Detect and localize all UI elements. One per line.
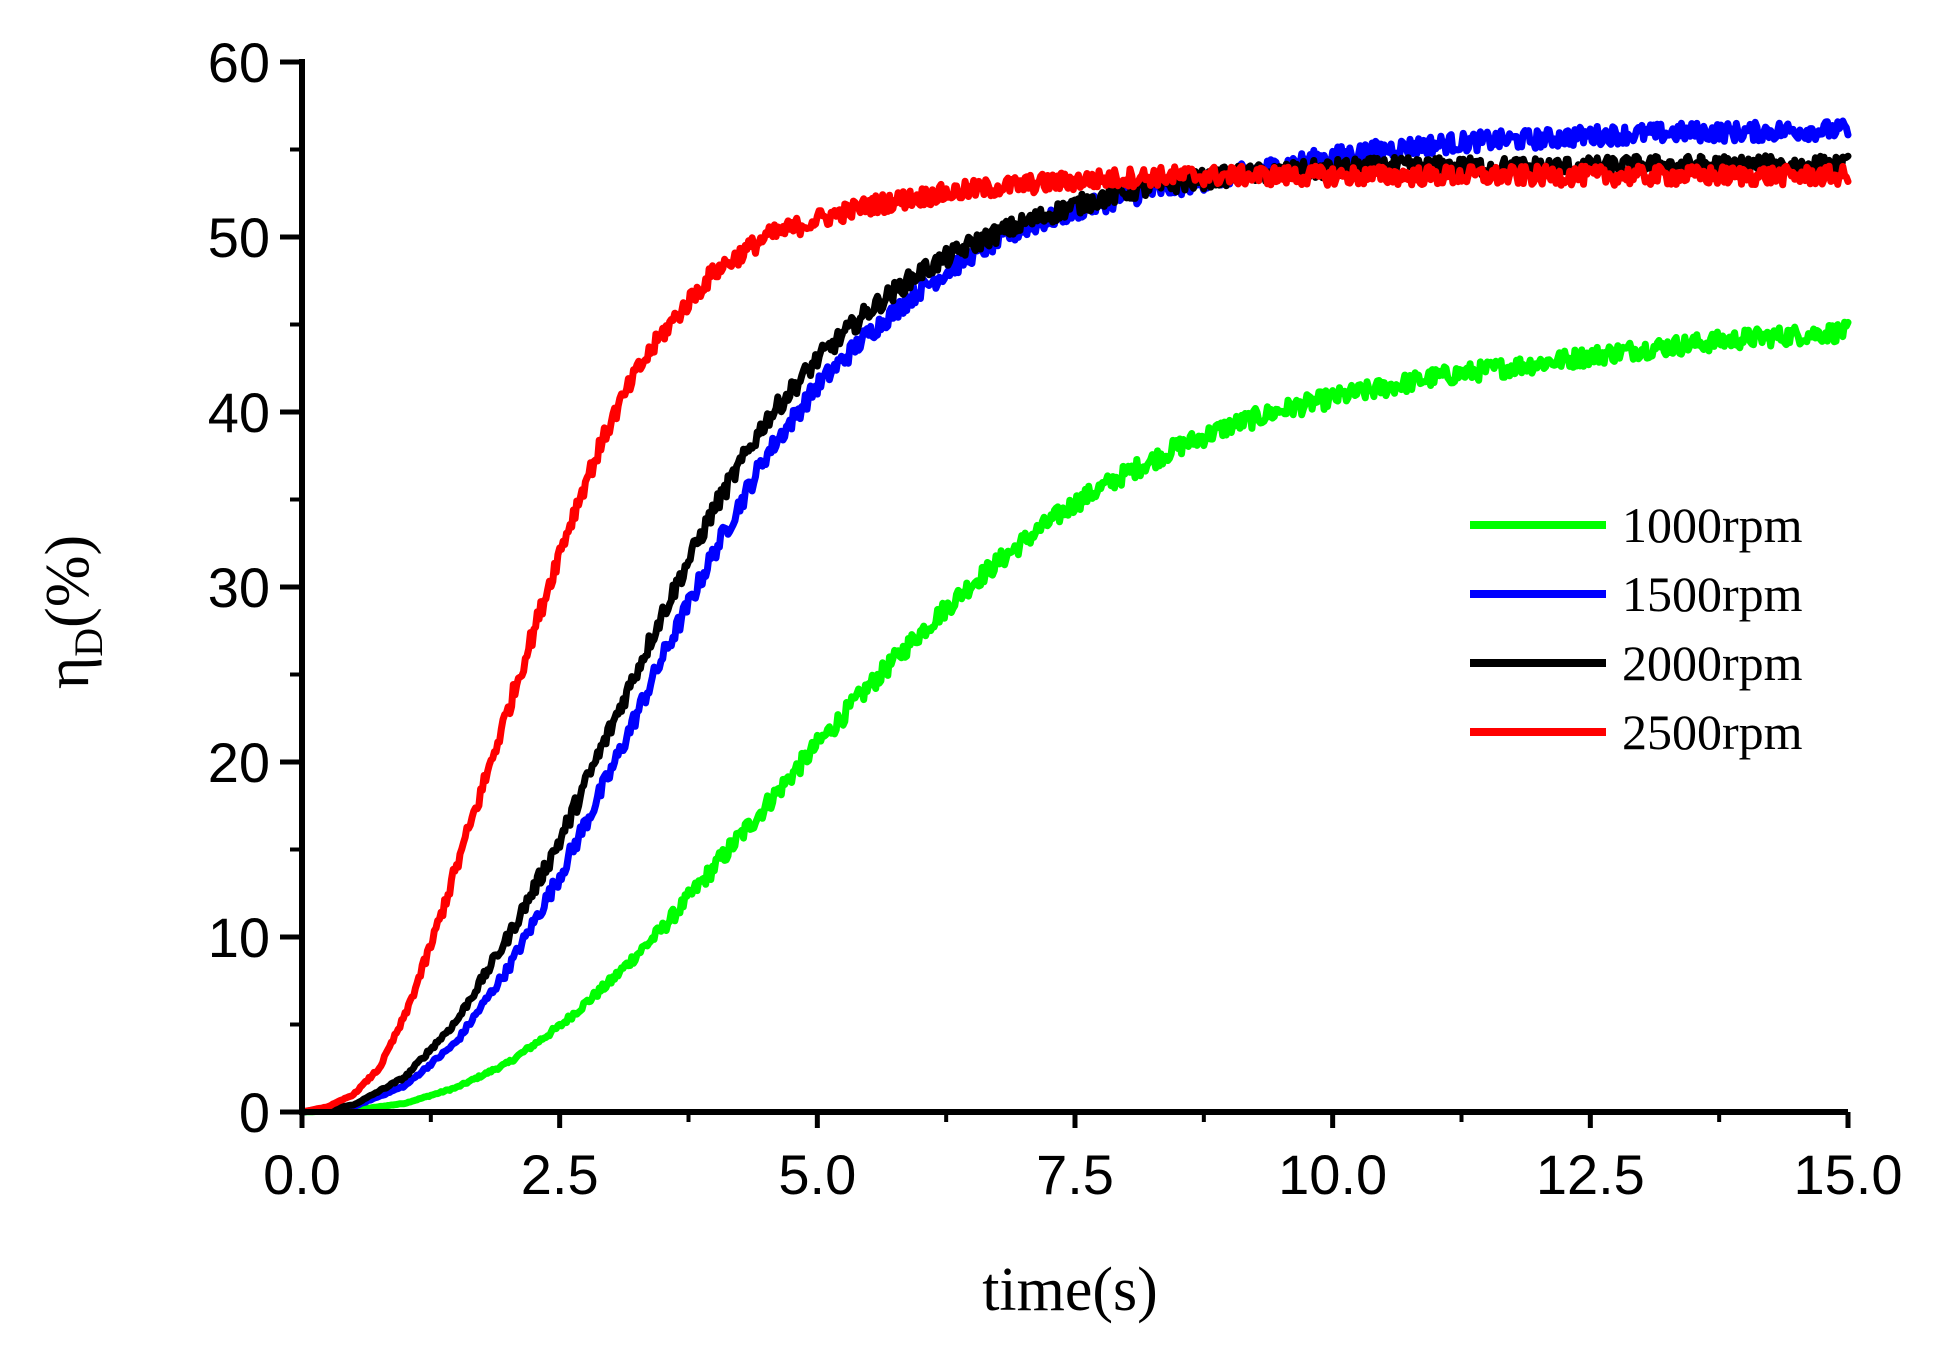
- y-axis-title-suffix: (%): [34, 535, 102, 628]
- series-line-2000rpm: [298, 152, 1852, 1116]
- tick-labels: 0.0 2.5 5.0 7.5 10.0 12.5 15.0 0 10 20 30 40 50 60: [208, 31, 1903, 1206]
- x-tick-label: 10.0: [1278, 1143, 1387, 1206]
- x-tick-label: 0.0: [263, 1143, 341, 1206]
- y-axis-title-subscript: D: [66, 628, 111, 657]
- y-tick-label: 50: [208, 206, 270, 269]
- x-tick-label: 5.0: [778, 1143, 856, 1206]
- y-tick-label: 40: [208, 381, 270, 444]
- svg-text:ηD(%): ηD(%): [34, 535, 111, 689]
- x-tick-label: 7.5: [1036, 1143, 1114, 1206]
- legend-label-2000rpm: 2000rpm: [1622, 635, 1803, 691]
- y-tick-label: 20: [208, 731, 270, 794]
- x-tick-label: 2.5: [521, 1143, 599, 1206]
- axes: [280, 59, 1851, 1128]
- y-tick-label: 30: [208, 556, 270, 619]
- x-tick-label: 12.5: [1536, 1143, 1645, 1206]
- legend: 1000rpm 1500rpm 2000rpm 2500rpm: [1470, 497, 1803, 760]
- y-tick-label: 0: [239, 1081, 270, 1144]
- legend-label-1500rpm: 1500rpm: [1622, 566, 1803, 622]
- x-tick-label: 15.0: [1794, 1143, 1903, 1206]
- series-line-1000rpm: [298, 318, 1852, 1116]
- y-tick-label: 10: [208, 906, 270, 969]
- legend-label-2500rpm: 2500rpm: [1622, 704, 1803, 760]
- series-line-2500rpm: [298, 162, 1852, 1116]
- y-axis-title-symbol: η: [34, 657, 102, 689]
- y-axis-title: ηD(%): [34, 535, 111, 689]
- x-axis-title: time(s): [982, 1256, 1158, 1324]
- legend-label-1000rpm: 1000rpm: [1622, 497, 1803, 553]
- series-layer: [298, 117, 1852, 1116]
- y-tick-label: 60: [208, 31, 270, 94]
